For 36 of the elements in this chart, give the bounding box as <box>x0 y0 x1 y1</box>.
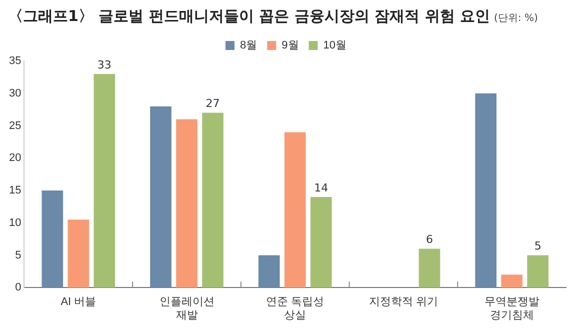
bar <box>42 190 64 288</box>
legend-label: 10월 <box>323 40 346 52</box>
y-tick-label: 0 <box>15 282 22 294</box>
bar <box>501 274 522 288</box>
bar <box>68 220 90 288</box>
data-label: 14 <box>314 181 328 194</box>
bar <box>94 74 116 288</box>
bar <box>527 255 548 288</box>
chart-title: 〈그래프1〉 글로벌 펀드매니저들이 꼽은 금융시장의 잠재적 위험 요인 <box>8 7 490 25</box>
bar <box>150 106 172 288</box>
y-tick-label: 35 <box>8 55 22 68</box>
legend-label: 8월 <box>240 40 258 52</box>
data-label: 33 <box>97 58 112 72</box>
y-tick-label: 5 <box>15 249 22 262</box>
y-tick-label: 10 <box>8 216 22 229</box>
data-label: 6 <box>426 233 433 246</box>
legend-label: 9월 <box>282 40 299 52</box>
x-tick-label: 무역분쟁발 경기침체 <box>484 296 540 322</box>
bar <box>310 196 332 288</box>
x-tick-label: 지정학적 위기 <box>368 296 438 308</box>
y-tick-label: 20 <box>8 152 22 164</box>
x-tick-label: 인플레이션 재발 <box>159 296 214 322</box>
bar <box>284 132 306 288</box>
x-tick-label: 연준 독립성 상실 <box>266 296 324 322</box>
bar <box>475 93 496 288</box>
bar <box>418 248 440 288</box>
bar <box>202 112 224 288</box>
data-label: 27 <box>206 97 220 110</box>
bar <box>176 119 198 288</box>
chart-subtitle: (단위: %) <box>494 13 538 24</box>
data-label: 5 <box>534 240 542 253</box>
x-tick-label: AI 버블 <box>60 296 96 308</box>
y-tick-label: 15 <box>8 184 22 197</box>
y-tick-label: 30 <box>8 87 22 100</box>
bar <box>258 255 280 288</box>
y-tick-label: 25 <box>8 120 22 132</box>
